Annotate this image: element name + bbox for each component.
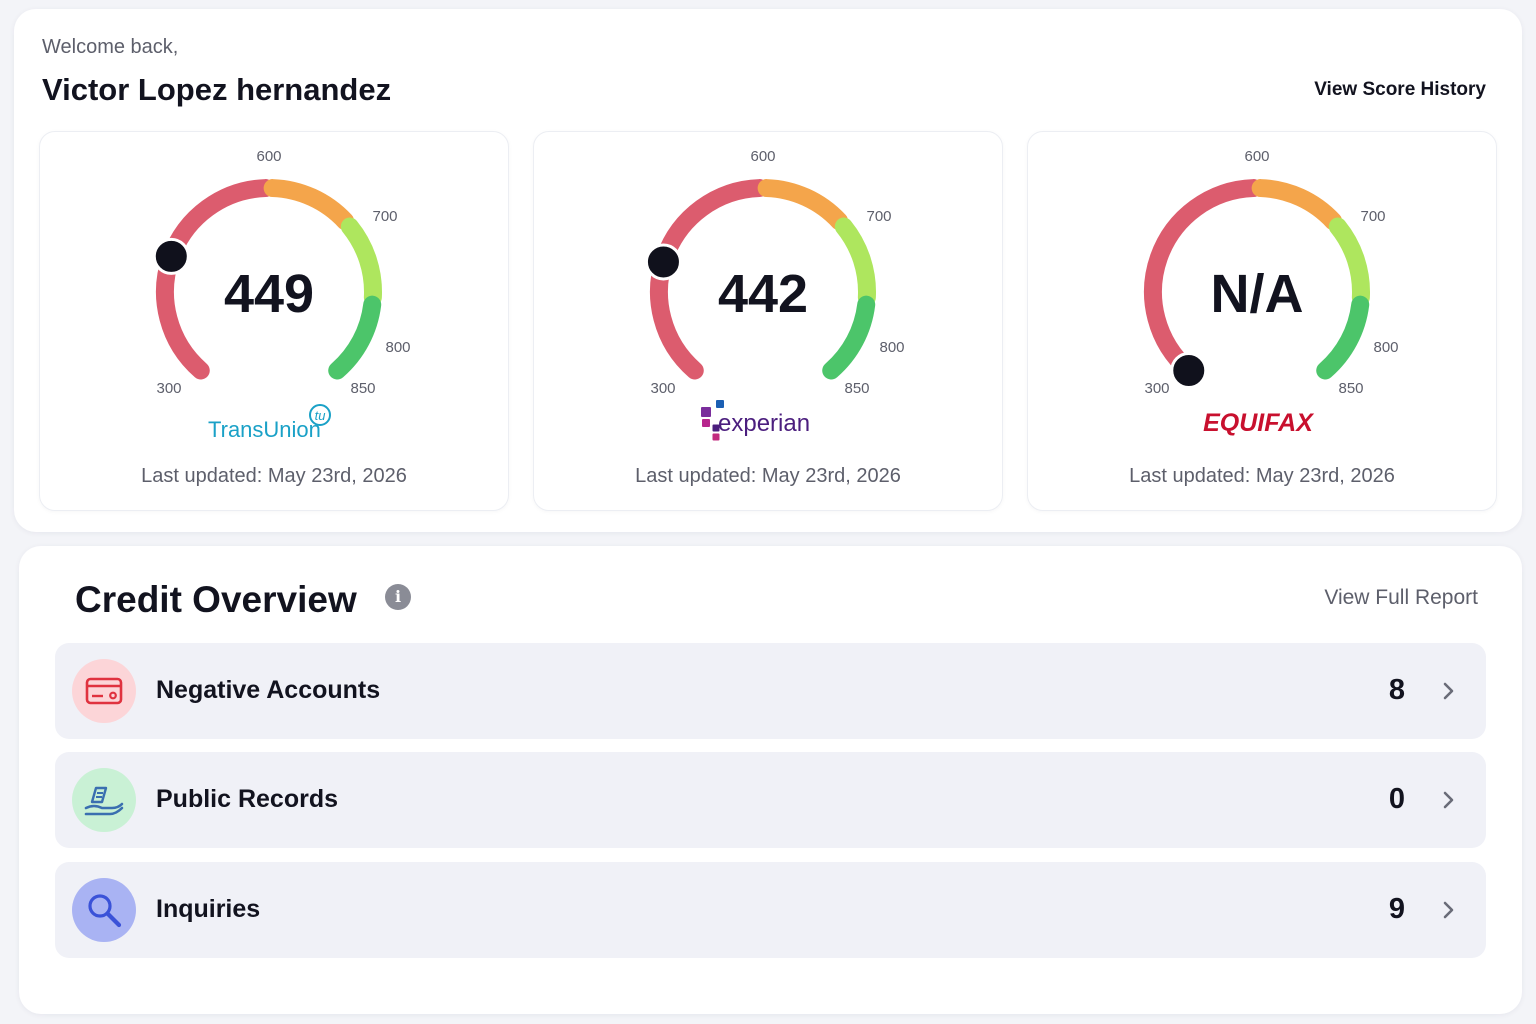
credit-card-icon (72, 659, 136, 723)
row-label: Inquiries (156, 895, 261, 923)
svg-text:EQUIFAX: EQUIFAX (1203, 409, 1314, 437)
gauge-band-good (1328, 217, 1370, 307)
score-value: N/A (1211, 264, 1304, 324)
gauge-tick-label: 850 (1338, 380, 1363, 397)
gauge-tick-label: 800 (1373, 339, 1398, 356)
row-count: 0 (1388, 783, 1405, 815)
user-name: Victor Lopez hernandez (42, 72, 392, 107)
row-label: Negative Accounts (156, 676, 381, 704)
experian-logo: experian (701, 400, 810, 441)
chevron-right-icon (1443, 791, 1454, 809)
gauge-tick-label: 300 (650, 380, 675, 397)
svg-text:tu: tu (315, 408, 326, 423)
gauge-tick-label: 800 (385, 339, 410, 356)
gauge-tick-label: 700 (866, 208, 891, 225)
last-updated-text: Last updated: May 23rd, 2026 (141, 465, 407, 487)
gauge-band-good (834, 217, 876, 307)
gauge-band-excellent (1316, 295, 1370, 380)
score-summary-card: Welcome back, Victor Lopez hernandez Vie… (14, 9, 1522, 532)
equifax-logo: EQUIFAX (1203, 409, 1314, 437)
last-updated-text: Last updated: May 23rd, 2026 (635, 465, 901, 487)
info-icon[interactable]: i (385, 584, 411, 610)
score-value: 449 (224, 264, 314, 324)
bureau-card-experian: 300 600 700 800 850 442 experian Last updated:… (533, 131, 1003, 511)
gauge-band-fair (757, 179, 849, 231)
view-score-history-link[interactable]: View Score History (1314, 79, 1486, 100)
gauge-tick-label: 850 (350, 380, 375, 397)
gauge-tick-label: 600 (1244, 148, 1269, 165)
score-gauge: 300 600 700 800 850 442 experian (644, 148, 905, 441)
gauge-band-fair (1251, 179, 1343, 231)
gauge-band-fair (263, 179, 355, 231)
gauge-tick-label: 300 (156, 380, 181, 397)
gauge-tick-label: 700 (1360, 208, 1385, 225)
overview-row-public-records[interactable]: Public Records 0 (55, 752, 1486, 848)
gauge-tick-label: 800 (879, 339, 904, 356)
score-value: 442 (718, 264, 808, 324)
gauge-tick-label: 600 (256, 148, 281, 165)
gauge-band-excellent (822, 295, 876, 380)
magnifier-icon (72, 878, 136, 942)
score-marker (1170, 351, 1208, 389)
score-gauge: 300 600 700 800 850 N/A EQUIFAX (1144, 148, 1399, 437)
welcome-text: Welcome back, (42, 36, 179, 58)
overview-row-inquiries[interactable]: Inquiries 9 (55, 862, 1486, 958)
last-updated-text: Last updated: May 23rd, 2026 (1129, 465, 1395, 487)
credit-overview-title: Credit Overview (75, 579, 357, 620)
score-marker (644, 243, 682, 281)
gauge-tick-label: 600 (750, 148, 775, 165)
bureau-card-equifax: 300 600 700 800 850 N/A EQUIFAX Last updated: … (1027, 131, 1497, 511)
row-label: Public Records (156, 785, 338, 813)
svg-text:TransUnion: TransUnion (208, 417, 321, 442)
gauge-band-excellent (328, 295, 382, 380)
gauge-band-good (340, 217, 382, 307)
gauge-band-poor (1144, 179, 1263, 380)
row-count: 9 (1388, 893, 1405, 925)
credit-overview-card: Credit Overview i View Full Report Negat… (19, 546, 1522, 1014)
row-count: 8 (1388, 674, 1405, 706)
chevron-right-icon (1443, 682, 1454, 700)
score-marker (152, 237, 190, 275)
gauge-tick-label: 850 (844, 380, 869, 397)
view-full-report-link[interactable]: View Full Report (1324, 586, 1478, 609)
bureau-card-transunion: 300 600 700 800 850 449 TransUnion tu Last upda… (39, 131, 509, 511)
chevron-right-icon (1443, 901, 1454, 919)
gauge-tick-label: 300 (1144, 380, 1169, 397)
court-records-icon (72, 768, 136, 832)
overview-row-negative-accounts[interactable]: Negative Accounts 8 (55, 643, 1486, 739)
gauge-tick-label: 700 (372, 208, 397, 225)
svg-text:experian: experian (718, 410, 810, 437)
